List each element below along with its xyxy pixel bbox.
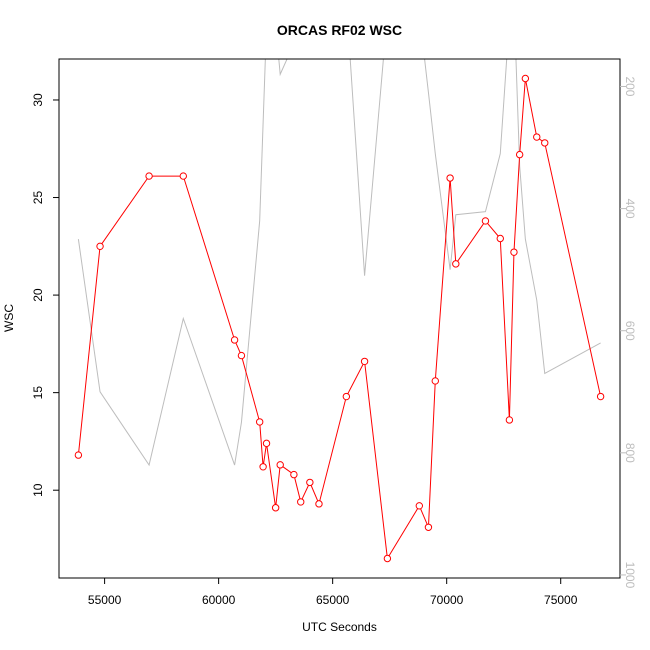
x-tick-label: 65000 — [316, 593, 350, 607]
data-point — [521, 74, 530, 83]
data-point — [360, 357, 369, 366]
series-red-line — [74, 74, 605, 563]
series-grey-path — [77, 59, 601, 467]
x-tick-label: 55000 — [88, 593, 122, 607]
data-point — [431, 377, 439, 385]
series-red-path — [77, 78, 602, 560]
data-point — [515, 150, 524, 159]
plot-frame — [58, 58, 621, 579]
y-axis-right: 200 400 600 800 1000 — [620, 76, 637, 589]
data-point — [424, 523, 433, 531]
data-point — [315, 500, 323, 508]
data-point — [96, 242, 104, 251]
y-tick-label: 20 — [31, 288, 45, 302]
data-point — [145, 172, 153, 180]
data-point — [290, 470, 298, 479]
data-point — [481, 217, 490, 225]
y2-tick-label: 200 — [623, 76, 637, 96]
data-point — [297, 498, 305, 506]
data-point — [415, 502, 424, 510]
data-point — [237, 351, 246, 360]
y-tick-label: 10 — [31, 483, 45, 497]
y-axis-label: WSC — [2, 304, 16, 332]
data-point — [541, 139, 549, 147]
y-axis: 10 15 20 25 30 — [31, 93, 59, 497]
y2-tick-label: 1000 — [623, 562, 637, 589]
data-point — [446, 174, 454, 182]
data-point — [276, 461, 284, 469]
x-tick-label: 60000 — [202, 593, 236, 607]
y2-tick-label: 800 — [623, 443, 637, 463]
data-point — [271, 504, 280, 512]
data-point — [533, 133, 541, 141]
x-tick-label: 70000 — [430, 593, 464, 607]
data-point — [259, 463, 267, 471]
data-point — [74, 451, 83, 459]
x-tick-label: 75000 — [544, 593, 578, 607]
chart-title: ORCAS RF02 WSC — [277, 22, 402, 38]
data-point — [383, 554, 392, 563]
data-point — [342, 392, 351, 401]
data-point — [510, 248, 518, 256]
data-point — [230, 336, 239, 344]
data-point — [306, 478, 314, 487]
data-point — [505, 416, 514, 424]
data-point — [496, 234, 504, 243]
data-point — [596, 392, 605, 401]
y-tick-label: 30 — [31, 93, 45, 107]
series-grey-line — [77, 59, 601, 467]
x-axis-label: UTC Seconds — [302, 620, 377, 634]
data-point — [452, 260, 460, 268]
y2-tick-label: 400 — [623, 199, 637, 219]
y-tick-label: 15 — [31, 386, 45, 400]
y-tick-label: 25 — [31, 191, 45, 205]
data-point — [179, 172, 187, 180]
data-point — [255, 418, 264, 426]
x-axis: 55000 60000 65000 70000 75000 — [88, 578, 578, 607]
y2-tick-label: 600 — [623, 321, 637, 341]
data-point — [262, 439, 271, 448]
